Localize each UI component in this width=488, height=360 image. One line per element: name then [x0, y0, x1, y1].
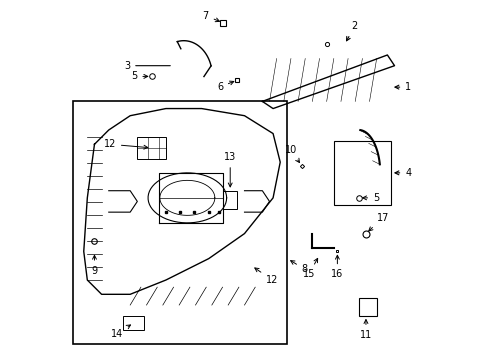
Text: 15: 15 — [302, 258, 317, 279]
Text: 11: 11 — [359, 320, 371, 340]
Bar — [333, 141, 390, 205]
Bar — [123, 316, 144, 330]
Bar — [137, 137, 165, 158]
Text: 2: 2 — [346, 21, 357, 41]
Text: 3: 3 — [124, 61, 170, 71]
Text: 8: 8 — [290, 261, 307, 274]
Bar — [223, 191, 237, 208]
Text: 10: 10 — [284, 145, 299, 162]
Text: 4: 4 — [394, 168, 410, 178]
Text: 6: 6 — [217, 81, 233, 92]
Text: 9: 9 — [91, 255, 97, 276]
Text: 5: 5 — [131, 71, 147, 81]
Text: 5: 5 — [362, 193, 379, 203]
Bar — [358, 298, 376, 316]
Text: 17: 17 — [368, 213, 388, 231]
Text: 16: 16 — [330, 255, 343, 279]
Text: 12: 12 — [103, 139, 147, 149]
Text: 12: 12 — [254, 268, 278, 285]
Bar — [73, 102, 287, 344]
Text: 13: 13 — [224, 152, 236, 187]
Text: 7: 7 — [202, 11, 219, 22]
Text: 14: 14 — [111, 325, 130, 339]
Text: 1: 1 — [394, 82, 410, 92]
